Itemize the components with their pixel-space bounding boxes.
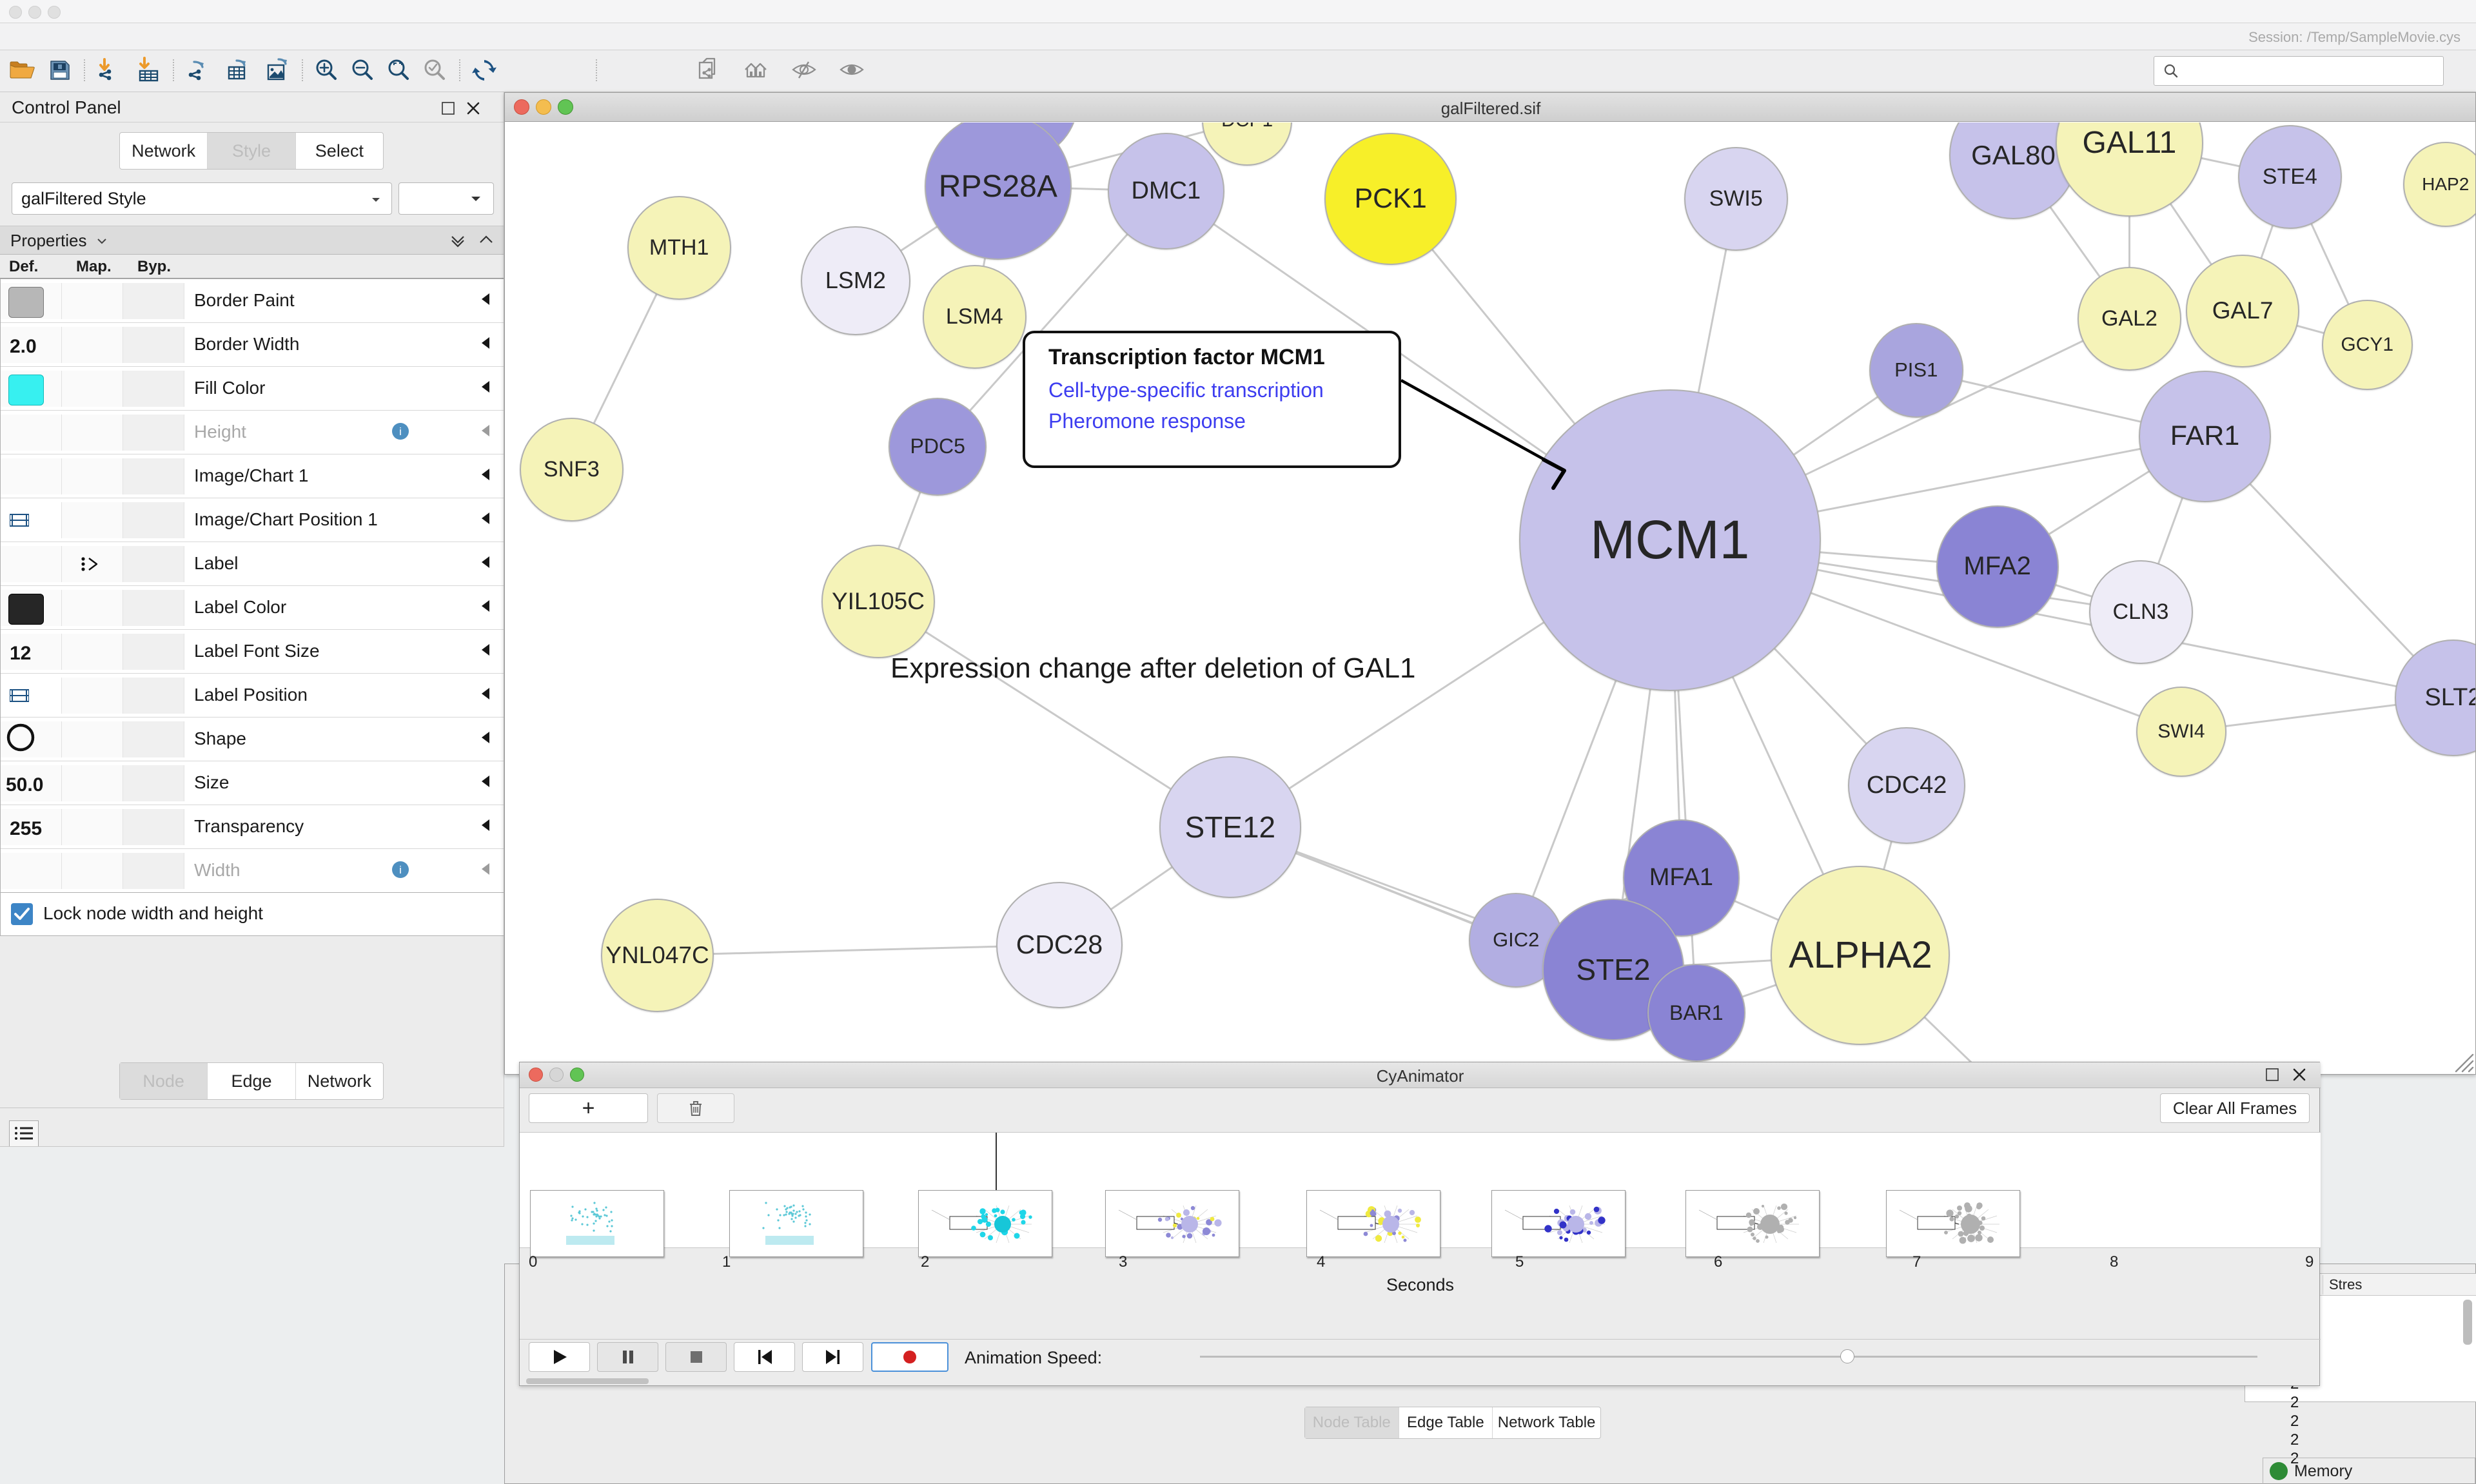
svg-text:i: i [399, 864, 402, 876]
svg-text:i: i [399, 425, 402, 438]
